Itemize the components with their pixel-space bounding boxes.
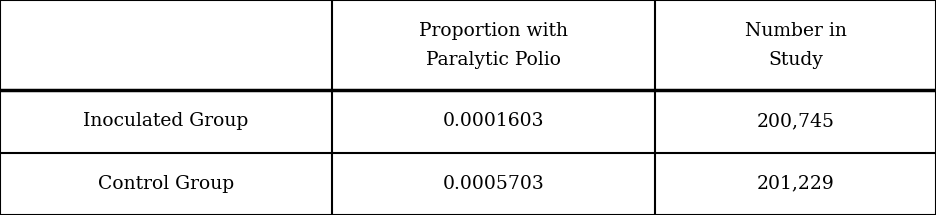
Text: Inoculated Group: Inoculated Group (83, 112, 249, 131)
Text: 200,745: 200,745 (756, 112, 835, 131)
Text: 0.0005703: 0.0005703 (443, 175, 545, 193)
Text: 201,229: 201,229 (756, 175, 835, 193)
Text: Control Group: Control Group (98, 175, 234, 193)
Text: 0.0001603: 0.0001603 (443, 112, 545, 131)
Text: Number in
Study: Number in Study (745, 22, 846, 69)
Text: Proportion with
Paralytic Polio: Proportion with Paralytic Polio (419, 22, 568, 69)
